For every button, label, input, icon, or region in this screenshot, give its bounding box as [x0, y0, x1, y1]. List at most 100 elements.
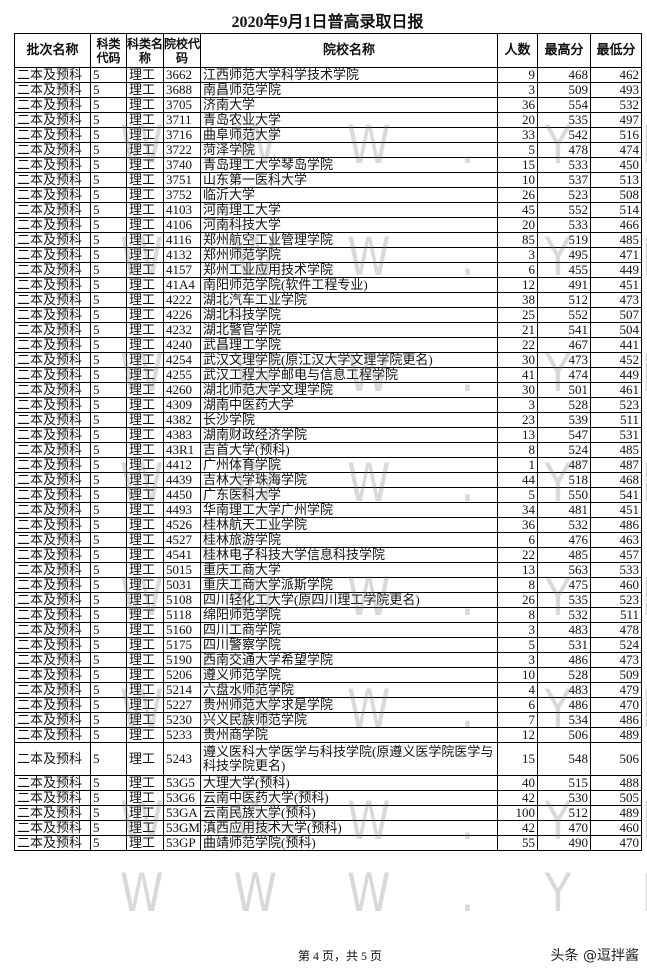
cell-max-score: 470: [537, 820, 591, 836]
cell-count: 30: [497, 352, 538, 368]
cell-max-score: 475: [537, 577, 591, 593]
cell-subject-name: 理工: [126, 805, 164, 821]
cell-subject-name: 理工: [126, 247, 164, 263]
cell-school-name: 江西师范大学科学技术学院: [200, 67, 498, 83]
cell-count: 21: [497, 322, 538, 338]
cell-min-score: 489: [590, 727, 642, 743]
cell-min-score: 471: [590, 247, 642, 263]
cell-min-score: 460: [590, 577, 642, 593]
cell-school-name: 曲阜师范大学: [200, 127, 498, 143]
cell-school-code: 4450: [163, 487, 201, 503]
cell-subject-code: 5: [90, 562, 127, 578]
cell-subject-code: 5: [90, 502, 127, 518]
cell-min-score: 468: [590, 472, 642, 488]
cell-subject-name: 理工: [126, 652, 164, 668]
cell-school-name: 河南理工大学: [200, 202, 498, 218]
table-row: 二本及预科 5 理工 53G6 云南中医药大学(预科) 42 530 505: [14, 790, 642, 806]
cell-school-code: 4541: [163, 547, 201, 563]
cell-school-name: 湖南中医药大学: [200, 397, 498, 413]
cell-count: 85: [497, 232, 538, 248]
cell-school-code: 41A4: [163, 277, 201, 293]
table-row: 二本及预科 5 理工 4383 湖南财政经济学院 13 547 531: [14, 427, 642, 443]
cell-school-name: 桂林旅游学院: [200, 532, 498, 548]
cell-min-score: 466: [590, 217, 642, 233]
table-row: 二本及预科 5 理工 5015 重庆工商大学 13 563 533: [14, 562, 642, 578]
cell-max-score: 467: [537, 337, 591, 353]
cell-min-score: 460: [590, 820, 642, 836]
cell-school-name: 西南交通大学希望学院: [200, 652, 498, 668]
table-row: 二本及预科 5 理工 5214 六盘水师范学院 4 483 479: [14, 682, 642, 698]
cell-subject-code: 5: [90, 805, 127, 821]
cell-school-code: 4309: [163, 397, 201, 413]
cell-batch: 二本及预科: [14, 337, 91, 353]
cell-subject-code: 5: [90, 487, 127, 503]
cell-school-code: 5118: [163, 607, 201, 623]
cell-school-name: 四川警察学院: [200, 637, 498, 653]
cell-batch: 二本及预科: [14, 652, 91, 668]
table-row: 二本及预科 5 理工 4527 桂林旅游学院 6 476 463: [14, 532, 642, 548]
cell-min-score: 489: [590, 805, 642, 821]
cell-subject-code: 5: [90, 472, 127, 488]
cell-max-score: 547: [537, 427, 591, 443]
cell-min-score: 485: [590, 232, 642, 248]
table-row: 二本及预科 5 理工 3751 山东第一医科大学 10 537 513: [14, 172, 642, 188]
cell-batch: 二本及预科: [14, 775, 91, 791]
cell-min-score: 531: [590, 427, 642, 443]
cell-batch: 二本及预科: [14, 790, 91, 806]
cell-school-name: 武昌理工学院: [200, 337, 498, 353]
cell-max-score: 491: [537, 277, 591, 293]
cell-count: 23: [497, 412, 538, 428]
cell-min-score: 511: [590, 607, 642, 623]
cell-max-score: 531: [537, 637, 591, 653]
cell-subject-code: 5: [90, 607, 127, 623]
cell-subject-name: 理工: [126, 217, 164, 233]
cell-subject-name: 理工: [126, 712, 164, 728]
cell-max-score: 481: [537, 502, 591, 518]
table-row: 二本及预科 5 理工 5243 遵义医科大学医学与科技学院(原遵义医学院医学与科技学院更…: [14, 742, 642, 776]
cell-subject-code: 5: [90, 652, 127, 668]
table-row: 二本及预科 5 理工 3722 菏泽学院 5 478 474: [14, 142, 642, 158]
cell-school-code: 3662: [163, 67, 201, 83]
cell-subject-name: 理工: [126, 820, 164, 836]
cell-subject-code: 5: [90, 67, 127, 83]
cell-count: 8: [497, 607, 538, 623]
table-row: 二本及预科 5 理工 4103 河南理工大学 45 552 514: [14, 202, 642, 218]
table-row: 二本及预科 5 理工 4493 华南理工大学广州学院 34 481 451: [14, 502, 642, 518]
cell-min-score: 497: [590, 112, 642, 128]
cell-school-code: 4106: [163, 217, 201, 233]
cell-subject-name: 理工: [126, 697, 164, 713]
cell-count: 3: [497, 82, 538, 98]
cell-school-name: 湖北师范大学文理学院: [200, 382, 498, 398]
cell-count: 40: [497, 775, 538, 791]
cell-school-name: 滇西应用技术大学(预科): [200, 820, 498, 836]
cell-school-code: 4412: [163, 457, 201, 473]
cell-subject-name: 理工: [126, 352, 164, 368]
cell-max-score: 474: [537, 367, 591, 383]
cell-max-score: 552: [537, 202, 591, 218]
cell-school-code: 5015: [163, 562, 201, 578]
cell-max-score: 506: [537, 727, 591, 743]
table-row: 二本及预科 5 理工 3740 青岛理工大学琴岛学院 15 533 450: [14, 157, 642, 173]
cell-batch: 二本及预科: [14, 112, 91, 128]
cell-school-name: 湖北汽车工业学院: [200, 292, 498, 308]
cell-school-code: 3711: [163, 112, 201, 128]
table-row: 二本及预科 5 理工 4222 湖北汽车工业学院 38 512 473: [14, 292, 642, 308]
cell-batch: 二本及预科: [14, 502, 91, 518]
cell-subject-name: 理工: [126, 397, 164, 413]
cell-subject-code: 5: [90, 352, 127, 368]
table-row: 二本及预科 5 理工 3716 曲阜师范大学 33 542 516: [14, 127, 642, 143]
cell-subject-code: 5: [90, 592, 127, 608]
cell-subject-name: 理工: [126, 307, 164, 323]
cell-min-score: 513: [590, 172, 642, 188]
cell-subject-name: 理工: [126, 337, 164, 353]
cell-school-name: 大理大学(预科): [200, 775, 498, 791]
cell-subject-code: 5: [90, 667, 127, 683]
cell-subject-code: 5: [90, 547, 127, 563]
table-row: 二本及预科 5 理工 3705 济南大学 36 554 532: [14, 97, 642, 113]
cell-max-score: 530: [537, 790, 591, 806]
cell-min-score: 516: [590, 127, 642, 143]
table-header-row: 批次名称 科类代码 科类名称 院校代码 院校名称 人数 最高分 最低分: [14, 33, 642, 68]
cell-school-name: 武汉文理学院(原江汉大学文理学院更名): [200, 352, 498, 368]
cell-min-score: 485: [590, 442, 642, 458]
table-row: 二本及预科 5 理工 53G5 大理大学(预科) 40 515 488: [14, 775, 642, 791]
